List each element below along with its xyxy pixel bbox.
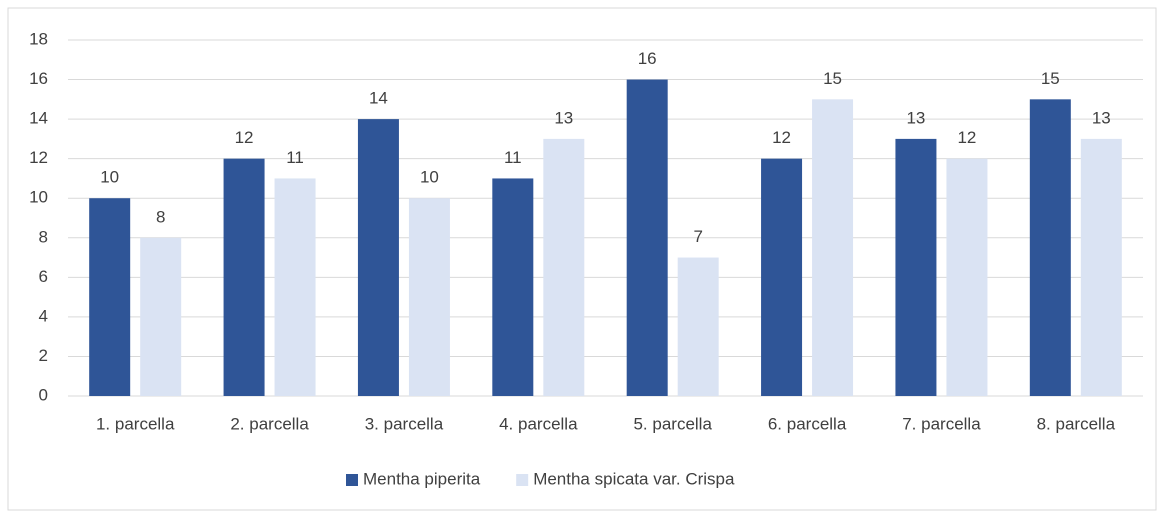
- bar: [761, 158, 803, 396]
- legend-swatch: [516, 474, 529, 486]
- legend-label: Mentha spicata var. Crispa: [533, 469, 735, 488]
- y-tick-label: 4: [39, 306, 48, 325]
- x-tick-label: 2. parcella: [230, 414, 309, 433]
- legend-label: Mentha piperita: [363, 469, 481, 488]
- x-tick-label: 1. parcella: [96, 414, 175, 433]
- x-tick-label: 4. parcella: [499, 414, 578, 433]
- bar: [677, 257, 719, 396]
- x-tick-label: 3. parcella: [365, 414, 444, 433]
- bar: [140, 237, 182, 396]
- data-label: 16: [638, 49, 657, 68]
- data-label: 13: [1092, 108, 1111, 127]
- bar: [1080, 138, 1122, 396]
- bar: [89, 198, 131, 396]
- legend-swatch: [346, 474, 358, 486]
- data-label: 15: [823, 69, 842, 88]
- data-label: 11: [504, 148, 522, 167]
- y-tick-label: 6: [39, 267, 48, 286]
- bar: [1029, 99, 1071, 396]
- bar: [223, 158, 265, 396]
- bar: [408, 198, 450, 396]
- y-tick-label: 12: [29, 148, 48, 167]
- y-tick-label: 16: [29, 69, 48, 88]
- bar: [274, 178, 316, 396]
- x-tick-label: 8. parcella: [1037, 414, 1116, 433]
- data-label: 13: [906, 108, 925, 127]
- data-label: 12: [957, 128, 976, 147]
- data-label: 10: [100, 168, 119, 187]
- data-label: 10: [420, 168, 439, 187]
- data-label: 8: [156, 207, 165, 226]
- data-label: 12: [235, 128, 254, 147]
- x-tick-label: 7. parcella: [902, 414, 981, 433]
- y-tick-label: 8: [39, 227, 48, 246]
- data-label: 11: [286, 148, 304, 167]
- bar: [895, 138, 937, 396]
- y-tick-label: 14: [29, 109, 48, 128]
- bar: [812, 99, 854, 396]
- y-tick-label: 2: [39, 346, 48, 365]
- y-tick-label: 18: [29, 29, 48, 48]
- data-label: 14: [369, 89, 388, 108]
- data-label: 7: [693, 227, 702, 246]
- data-label: 13: [554, 108, 573, 127]
- data-label: 12: [772, 128, 791, 147]
- bar: [543, 138, 585, 396]
- x-tick-label: 5. parcella: [633, 414, 712, 433]
- x-tick-label: 6. parcella: [768, 414, 847, 433]
- bar: [946, 158, 988, 396]
- bar: [492, 178, 534, 396]
- bar: [357, 119, 399, 396]
- y-tick-label: 10: [29, 188, 48, 207]
- y-tick-label: 0: [39, 385, 48, 404]
- bar: [626, 79, 668, 397]
- data-label: 15: [1041, 69, 1060, 88]
